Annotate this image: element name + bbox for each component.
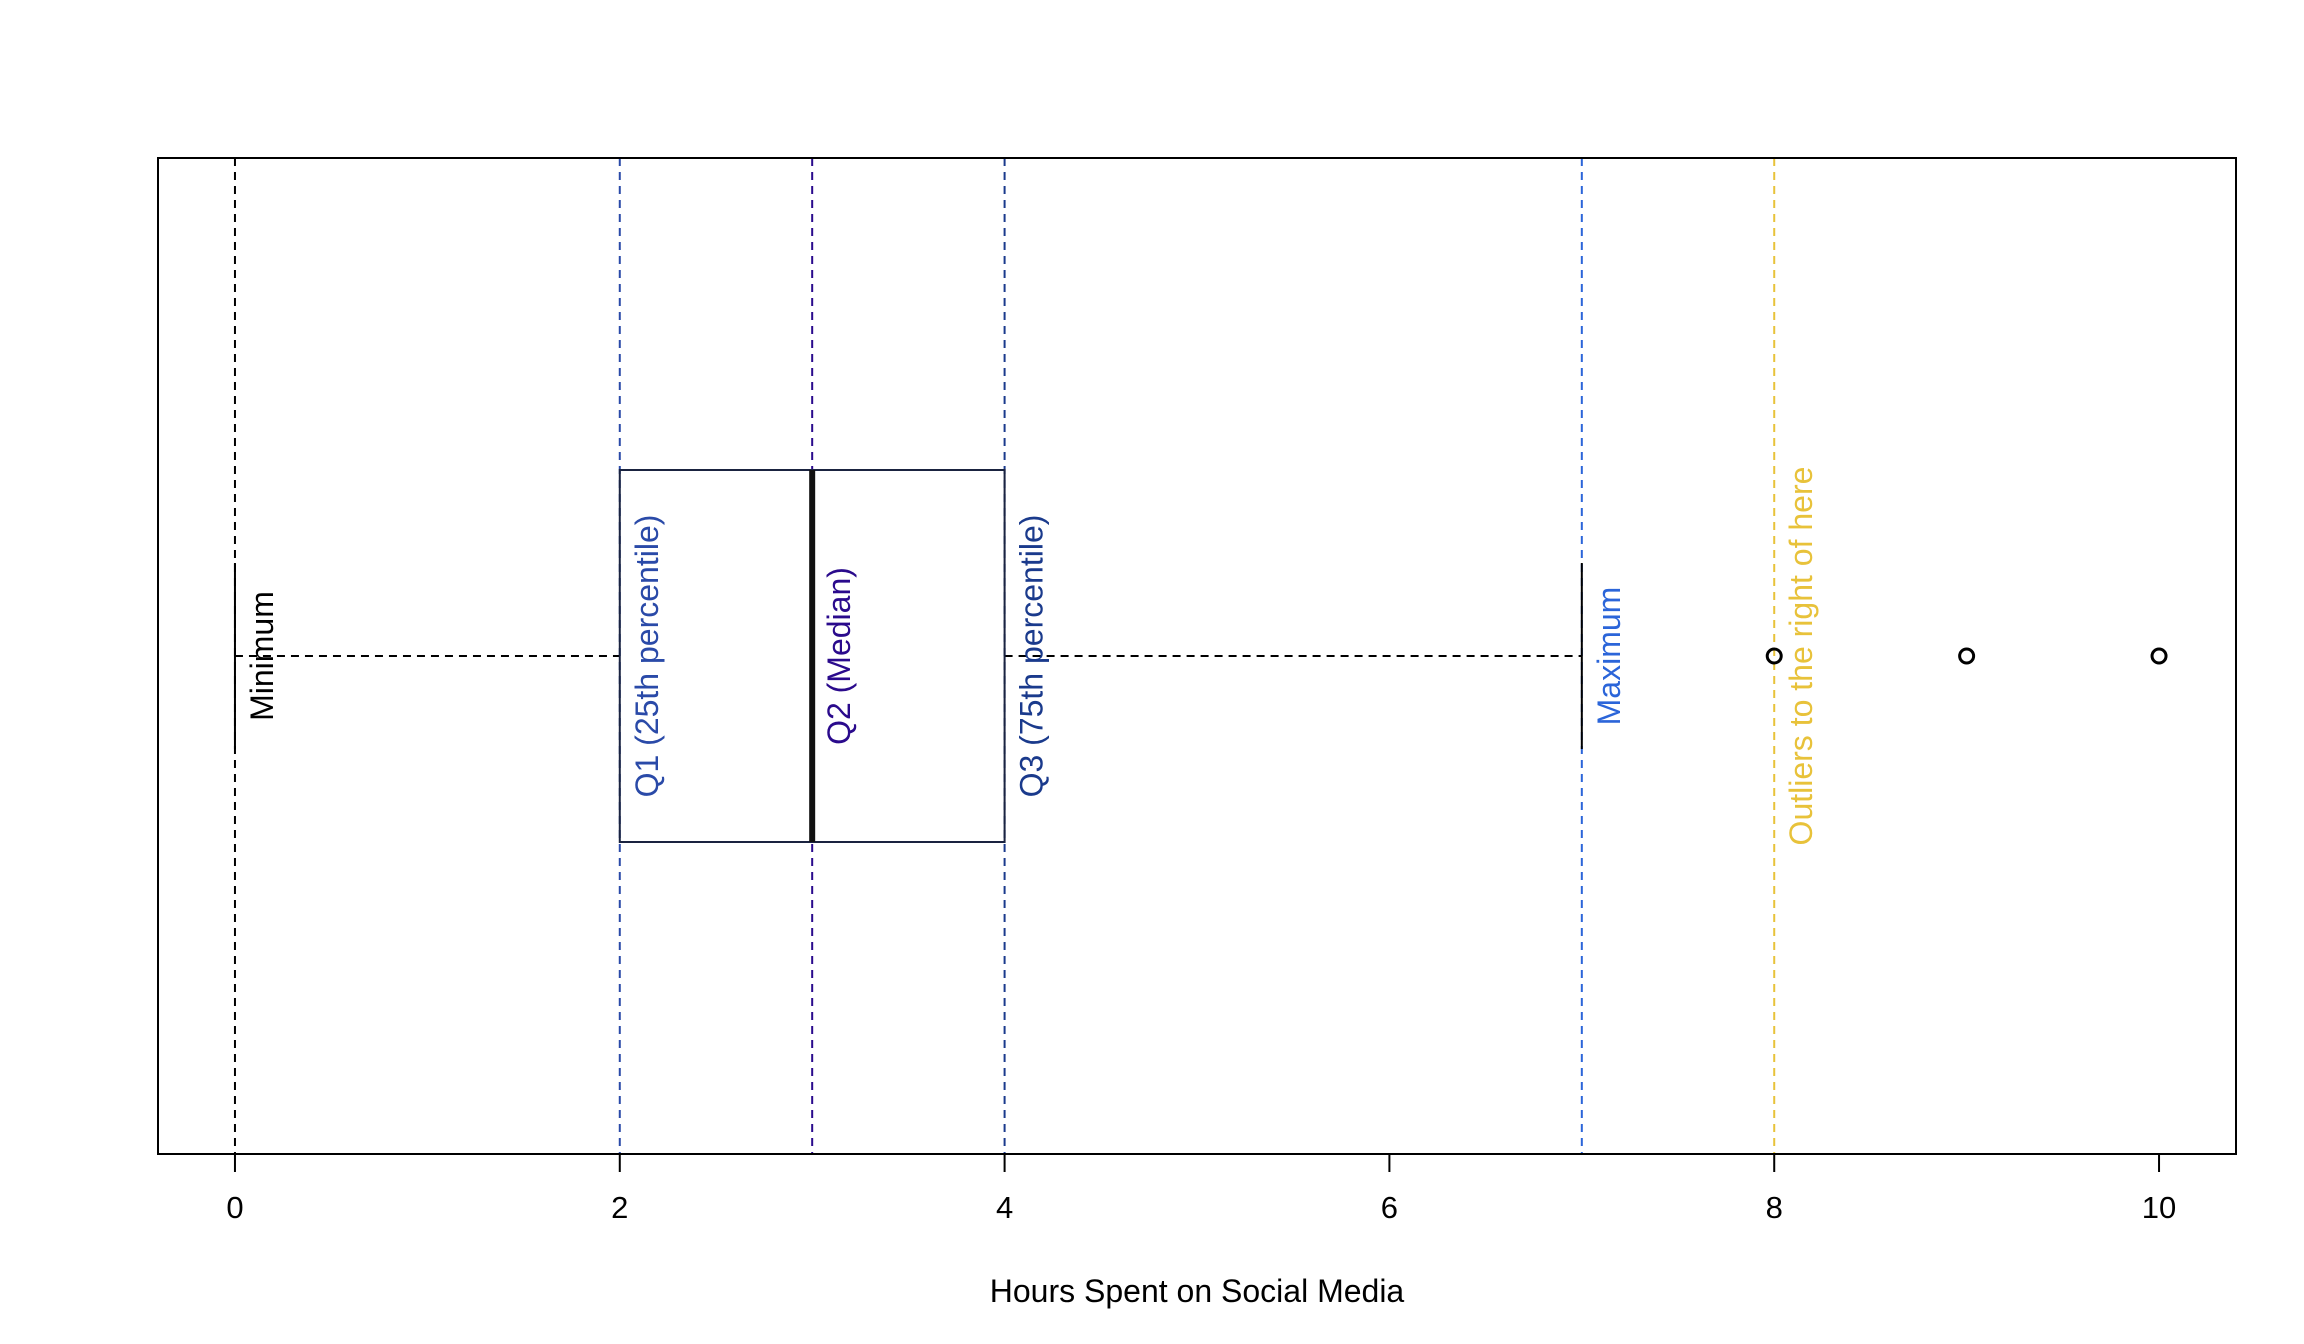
- annotations: Minimum Q1 (25th percentile) Q2 (Median) Q3…: [244, 467, 1819, 846]
- x-tick-label-3: 6: [1381, 1190, 1398, 1225]
- outlier-point-0: [1765, 647, 1783, 665]
- annotation-label-2: Q2 (Median): [821, 567, 857, 745]
- x-tick-label-0: 0: [226, 1190, 243, 1225]
- x-tick-label-5: 10: [2142, 1190, 2176, 1225]
- annotation-label-5: Outliers to the right of here: [1783, 467, 1819, 846]
- outlier-point-1: [1958, 647, 1976, 665]
- x-tick-label-2: 4: [996, 1190, 1013, 1225]
- annotation-label-4: Maximum: [1591, 587, 1627, 726]
- x-axis-title: Hours Spent on Social Media: [990, 1273, 1405, 1309]
- plot-frame: [157, 157, 2237, 1155]
- annotation-label-3: Q3 (75th percentile): [1014, 515, 1050, 798]
- outlier-point-2: [2150, 647, 2168, 665]
- x-axis: 0 2 4 6 8 10: [226, 1153, 2176, 1225]
- x-tick-label-4: 8: [1766, 1190, 1783, 1225]
- box-plot: [233, 469, 2168, 843]
- x-tick-label-1: 2: [611, 1190, 628, 1225]
- annotation-label-1: Q1 (25th percentile): [629, 515, 665, 798]
- annotation-label-0: Minimum: [244, 591, 280, 721]
